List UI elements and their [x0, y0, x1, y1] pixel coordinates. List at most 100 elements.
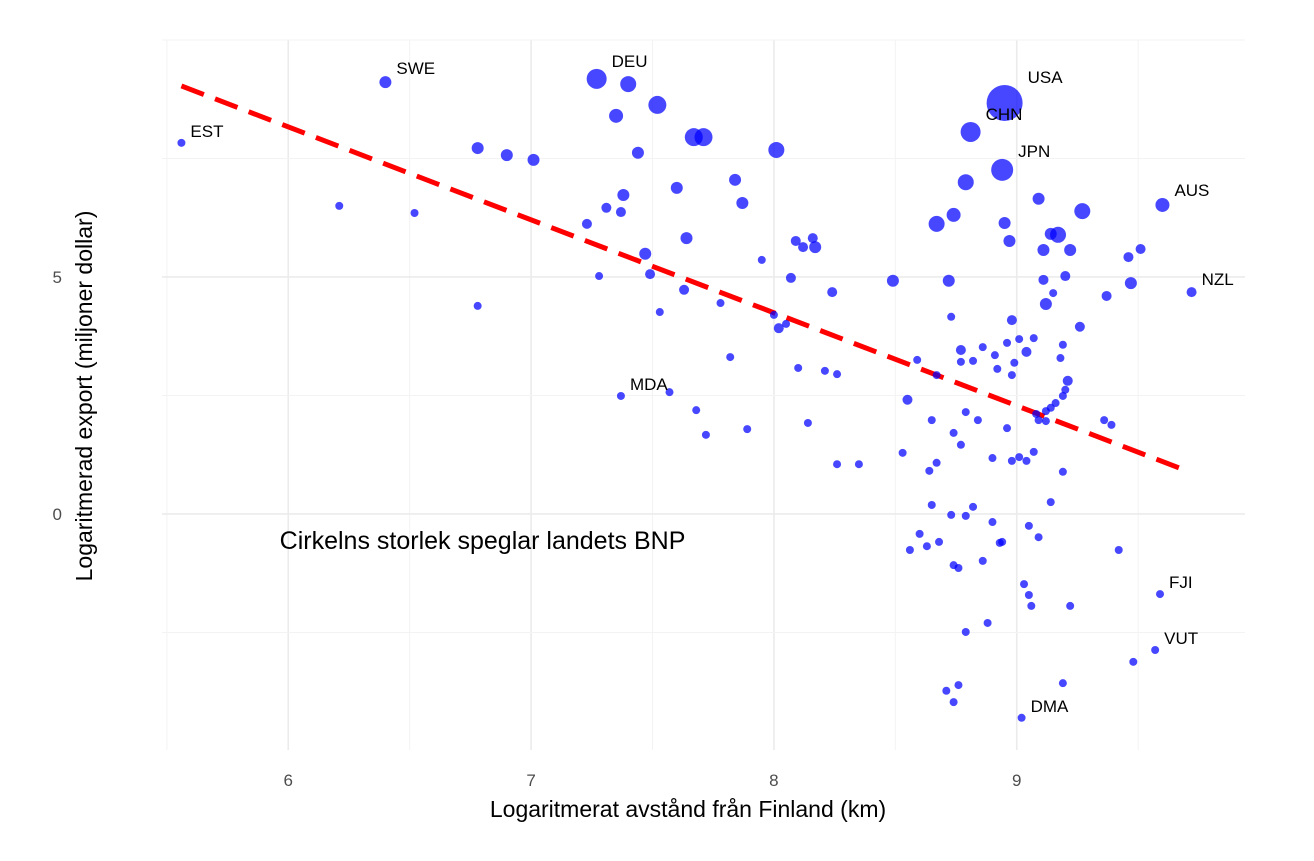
- data-point: [473, 301, 482, 310]
- data-point: [581, 218, 592, 229]
- data-point: [1186, 287, 1197, 298]
- data-point: [927, 500, 936, 509]
- point-label: FJI: [1169, 573, 1193, 592]
- y-axis-title: Logaritmerad export (miljoner dollar): [71, 211, 97, 582]
- data-point: [639, 247, 652, 260]
- data-point: [935, 537, 944, 546]
- data-point: [782, 319, 791, 328]
- data-point: [648, 95, 667, 114]
- data-point: [601, 202, 612, 213]
- data-point: [988, 518, 997, 527]
- data-point: [807, 233, 818, 244]
- data-point: [1003, 338, 1012, 347]
- data-point: [932, 371, 941, 380]
- data-point: [1061, 385, 1070, 394]
- data-point: [983, 618, 992, 627]
- data-point: [1101, 290, 1112, 301]
- data-point: [1050, 226, 1067, 243]
- point-label: MDA: [630, 375, 668, 394]
- y-tick-label: 0: [53, 505, 62, 524]
- data-point: [615, 207, 626, 218]
- data-point: [947, 510, 956, 519]
- data-point: [768, 141, 785, 158]
- data-point: [1029, 447, 1038, 456]
- point-label: CHN: [986, 105, 1023, 124]
- data-point: [915, 529, 924, 538]
- data-point: [1058, 679, 1067, 688]
- data-point: [736, 197, 749, 210]
- data-point: [1129, 657, 1138, 666]
- data-point: [854, 460, 863, 469]
- point-label: SWE: [396, 59, 435, 78]
- point-label: EST: [190, 122, 223, 141]
- data-point: [990, 351, 999, 360]
- data-point: [1049, 289, 1058, 298]
- data-point: [898, 448, 907, 457]
- data-point: [1010, 358, 1019, 367]
- data-point: [616, 391, 625, 400]
- data-point: [956, 440, 965, 449]
- data-point: [833, 370, 842, 379]
- data-point: [961, 408, 970, 417]
- data-point: [922, 542, 931, 551]
- data-point: [335, 201, 344, 210]
- point-labels: EST SWE DEU USA CHN JPN AUS NZL MDA FJI VUT DMA: [190, 52, 1233, 716]
- grid: [162, 39, 1245, 750]
- x-tick-label: 8: [769, 771, 778, 790]
- point-label: VUT: [1164, 629, 1198, 648]
- data-point: [949, 698, 958, 707]
- data-point: [1100, 416, 1109, 425]
- data-point: [1107, 420, 1116, 429]
- data-point: [886, 274, 899, 287]
- data-point: [798, 242, 809, 253]
- data-point: [961, 627, 970, 636]
- data-point: [670, 181, 683, 194]
- data-point: [726, 353, 735, 362]
- data-point: [790, 235, 801, 246]
- data-point: [1123, 252, 1134, 263]
- data-point: [1062, 375, 1073, 386]
- data-point: [617, 188, 630, 201]
- data-point: [803, 418, 812, 427]
- data-point: [527, 153, 540, 166]
- data-point: [645, 269, 656, 280]
- data-point: [1007, 371, 1016, 380]
- data-point: [957, 174, 974, 191]
- data-point: [716, 299, 725, 308]
- data-point: [1017, 713, 1026, 722]
- data-point: [1032, 409, 1041, 418]
- data-point: [1038, 274, 1049, 285]
- data-point: [680, 232, 693, 245]
- data-points: [177, 68, 1197, 722]
- point-label: DEU: [612, 52, 648, 71]
- data-point: [1060, 271, 1071, 282]
- data-point: [1039, 297, 1052, 310]
- data-point: [954, 563, 963, 572]
- data-point: [969, 502, 978, 511]
- data-point: [1064, 243, 1077, 256]
- point-label: AUS: [1174, 181, 1209, 200]
- tick-labels: 6 7 8 9 0 5: [53, 268, 1022, 790]
- data-point: [1020, 580, 1029, 589]
- data-point: [1015, 453, 1024, 462]
- data-point: [1003, 424, 1012, 433]
- data-point: [833, 460, 842, 469]
- data-point: [177, 138, 186, 147]
- data-point: [1058, 391, 1067, 400]
- data-point: [947, 312, 956, 321]
- data-point: [679, 284, 690, 295]
- data-point: [1155, 197, 1170, 212]
- data-point: [1151, 645, 1160, 654]
- data-point: [1029, 334, 1038, 343]
- data-point: [993, 364, 1002, 373]
- data-point: [1024, 591, 1033, 600]
- data-point: [655, 308, 664, 317]
- data-point: [620, 76, 637, 93]
- data-point: [905, 545, 914, 554]
- data-point: [1034, 416, 1043, 425]
- data-point: [955, 344, 966, 355]
- data-point: [785, 272, 796, 283]
- data-point: [379, 76, 392, 89]
- data-point: [932, 458, 941, 467]
- data-point: [1021, 346, 1032, 357]
